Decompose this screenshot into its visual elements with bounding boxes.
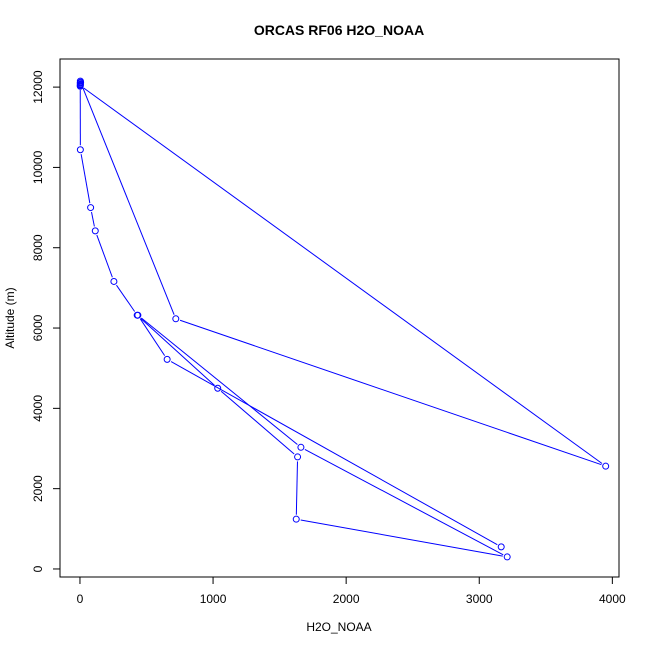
data-point (294, 453, 302, 461)
data-point (134, 311, 142, 319)
y-tick-label: 2000 (31, 475, 45, 502)
data-point (292, 515, 300, 523)
y-axis: 0 2000 4000 6000 8000 10000 12000 (31, 70, 61, 572)
series-segment (81, 86, 175, 315)
series-segment (96, 234, 113, 278)
data-point (214, 384, 222, 392)
series-segment (300, 519, 503, 557)
data-point (87, 204, 95, 212)
y-tick-label: 8000 (31, 234, 45, 261)
data-point (76, 82, 84, 90)
series-segment (80, 154, 91, 204)
series-segment (139, 318, 166, 356)
data-point (503, 553, 511, 561)
data-point (602, 462, 610, 470)
data-point (76, 146, 84, 154)
data-point (163, 355, 171, 363)
data-point (77, 78, 85, 86)
x-tick-label: 0 (77, 592, 84, 606)
series-segment (295, 461, 298, 515)
series-segment (83, 87, 603, 464)
x-axis-label: H2O_NOAA (306, 620, 371, 634)
y-tick-label: 6000 (31, 314, 45, 341)
data-point (297, 443, 305, 451)
series-segment (220, 390, 295, 455)
x-tick-label: 3000 (466, 592, 493, 606)
x-tick-label: 1000 (200, 592, 227, 606)
series-segment (140, 317, 215, 386)
x-tick-label: 4000 (599, 592, 626, 606)
series-lines (79, 86, 603, 557)
data-point (497, 543, 505, 551)
data-point (91, 227, 99, 235)
y-tick-label: 10000 (31, 150, 45, 184)
data-point (172, 315, 180, 323)
chart-title: ORCAS RF06 H2O_NOAA (254, 22, 424, 38)
x-axis: 0 1000 2000 3000 4000 (77, 576, 626, 606)
series-segment (141, 317, 298, 445)
series-points (76, 77, 610, 561)
y-axis-label: Altitude (m) (3, 287, 17, 348)
x-tick-label: 2000 (333, 592, 360, 606)
y-tick-label: 0 (31, 565, 45, 572)
series-segment (304, 448, 504, 556)
series-segment (179, 319, 602, 466)
series-segment (116, 284, 136, 312)
data-point (110, 277, 118, 285)
y-tick-label: 12000 (31, 70, 45, 104)
series-segment (91, 211, 95, 227)
series-segment (170, 361, 498, 546)
y-tick-label: 4000 (31, 395, 45, 422)
